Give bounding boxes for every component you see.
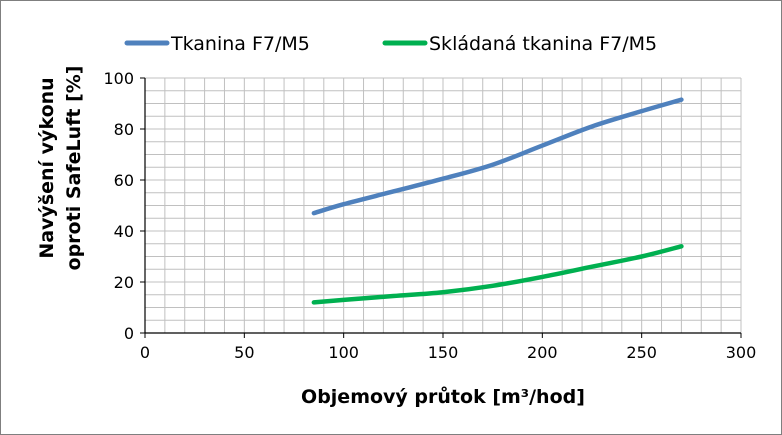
y-tick-label: 80 xyxy=(114,120,134,139)
x-tick-label: 250 xyxy=(626,343,657,362)
series xyxy=(311,97,684,305)
y-tick-label: 100 xyxy=(103,69,134,88)
legend: Tkanina F7/M5 Skládaná tkanina F7/M5 xyxy=(124,33,657,55)
x-tick-label: 150 xyxy=(428,343,459,362)
y-tick-label: 60 xyxy=(114,171,134,190)
tick-labels: 0 50 100 150 200 250 300 0 20 40 60 80 100 xyxy=(103,69,756,362)
grid xyxy=(144,77,742,334)
x-tick-label: 100 xyxy=(328,343,359,362)
y-tick-label: 0 xyxy=(124,324,134,343)
x-tick-label: 50 xyxy=(234,343,254,362)
series-line-skladana-tkanina xyxy=(311,244,684,305)
x-tick-label: 200 xyxy=(527,343,558,362)
legend-label-tkanina: Tkanina F7/M5 xyxy=(170,33,310,55)
y-tick-label: 40 xyxy=(114,222,134,241)
x-tick-label: 0 xyxy=(140,343,150,362)
legend-label-skladana-tkanina: Skládaná tkanina F7/M5 xyxy=(429,33,657,55)
y-axis-title-line2: oproti SafeLuft [%] xyxy=(63,66,85,271)
series-line-tkanina xyxy=(311,97,684,216)
x-tick-label: 300 xyxy=(726,343,757,362)
x-axis-title: Objemový průtok [m³/hod] xyxy=(301,385,585,408)
axes xyxy=(140,77,742,338)
y-axis-title-line1: Navýšení výkonu xyxy=(36,77,58,258)
y-tick-label: 20 xyxy=(114,273,134,292)
